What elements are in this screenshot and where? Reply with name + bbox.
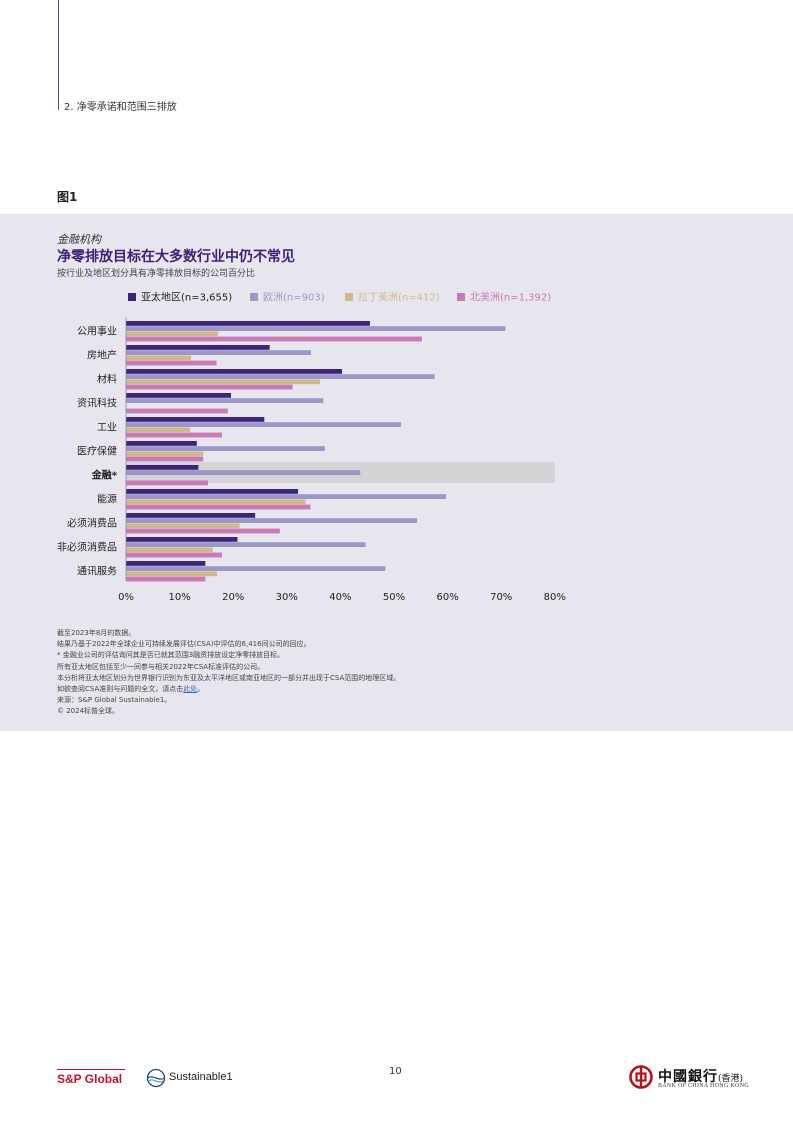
sustainable1-globe-icon xyxy=(146,1068,166,1088)
note-line: * 金融业公司的评估询问其是否已就其范围3融资排放设定净零排放目标。 xyxy=(57,651,285,660)
bar xyxy=(126,542,366,547)
bar xyxy=(126,523,240,529)
bar xyxy=(126,417,265,422)
x-tick-label: 40% xyxy=(329,592,351,603)
sustainable1-logo-text: Sustainable1 xyxy=(169,1071,233,1083)
bar xyxy=(126,384,293,390)
x-tick-label: 50% xyxy=(383,592,405,603)
bar xyxy=(126,451,204,457)
bar xyxy=(126,360,217,366)
legend-label: 拉丁美洲(n=412) xyxy=(358,291,440,304)
category-label: 通讯服务 xyxy=(77,565,117,578)
legend-label: 欧洲(n=903) xyxy=(263,292,325,304)
sp-global-rule xyxy=(57,1069,125,1070)
bar xyxy=(126,379,321,385)
bar xyxy=(126,331,219,337)
bar xyxy=(126,355,191,361)
bar xyxy=(126,499,306,505)
note-link-suffix: 。 xyxy=(197,685,205,694)
x-tick-label: 10% xyxy=(168,592,190,603)
note-line: 所有亚太地区包括至少一间参与相关2022年CSA标准评估的公司。 xyxy=(57,662,265,671)
bar xyxy=(126,422,401,427)
bar xyxy=(126,552,222,558)
bar xyxy=(126,489,299,494)
bar xyxy=(126,321,370,326)
bar xyxy=(126,441,197,446)
bar xyxy=(126,432,222,438)
bar xyxy=(126,518,418,523)
chart-subtitle: 按行业及地区划分具有净零排放目标的公司百分比 xyxy=(57,269,256,279)
category-label: 必须消费品 xyxy=(67,517,117,530)
legend-swatch xyxy=(457,293,465,301)
category-label: 能源 xyxy=(97,493,117,506)
bar xyxy=(126,571,218,577)
bank-name-hk: (香港) xyxy=(718,1074,744,1084)
category-label: 非必须消费品 xyxy=(57,541,117,554)
bar xyxy=(126,398,324,403)
x-tick-label: 30% xyxy=(276,592,298,603)
bar xyxy=(126,446,325,451)
bank-name-chinese: 中國銀行(香港) xyxy=(658,1066,743,1086)
bar xyxy=(126,345,270,350)
bar xyxy=(126,465,199,470)
bar xyxy=(126,470,361,475)
bar xyxy=(126,576,206,582)
bar xyxy=(126,369,343,374)
legend-swatch xyxy=(345,293,353,301)
bar xyxy=(126,504,311,510)
bar xyxy=(126,408,228,414)
legend-swatch xyxy=(250,293,258,301)
bar xyxy=(126,456,204,462)
legend-swatch xyxy=(128,293,136,301)
category-label: 材料 xyxy=(97,373,117,386)
note-line: 结果乃基于2022年全球企业可持续发展评估(CSA)中评估的6,416间公司的回… xyxy=(57,640,311,649)
x-tick-label: 60% xyxy=(436,592,458,603)
bar xyxy=(126,494,446,499)
note-link-prefix: 如欲查阅CSA准则与问题的全文，请点击 xyxy=(57,685,184,694)
bar xyxy=(126,393,232,398)
bar xyxy=(126,336,422,342)
category-label: 房地产 xyxy=(87,349,117,362)
section-title: 2. 净零承诺和范围三排放 xyxy=(64,102,177,113)
note-line: 本分析将亚太地区划分为世界银行识别为东亚及太平洋地区或南亚地区的一部分并出现于C… xyxy=(57,673,401,682)
bar xyxy=(126,350,311,355)
bar xyxy=(126,528,280,534)
bar xyxy=(126,374,435,379)
bar xyxy=(126,427,191,433)
bar xyxy=(126,480,209,486)
copyright-note: © 2024标普全球。 xyxy=(57,707,120,716)
page-number: 10 xyxy=(389,1066,402,1077)
bank-name-cn: 中國銀行 xyxy=(658,1069,718,1085)
header-rule xyxy=(58,0,59,110)
bar xyxy=(126,547,213,553)
legend-label: 北美洲(n=1,392) xyxy=(470,291,551,304)
note-line: 截至2023年8月的数据。 xyxy=(57,629,136,637)
sp-global-logo: S&P Global xyxy=(57,1072,123,1086)
chart-notes: 截至2023年8月的数据。 结果乃基于2022年全球企业可持续发展评估(CSA)… xyxy=(57,628,400,718)
x-tick-label: 70% xyxy=(490,592,512,603)
bar xyxy=(126,326,506,331)
category-label: 资讯科技 xyxy=(77,397,117,410)
bar xyxy=(126,513,256,518)
bank-name-english: BANK OF CHINA HONG KONG xyxy=(658,1083,749,1089)
chart-title: 净零排放目标在大多数行业中仍不常见 xyxy=(57,249,295,265)
category-label: 金融* xyxy=(91,469,118,482)
source-note: 来源：S&P Global Sustainable1。 xyxy=(57,696,172,705)
note-link-line: 如欲查阅CSA准则与问题的全文，请点击此处。 xyxy=(57,684,400,695)
bar xyxy=(126,561,206,566)
category-label: 工业 xyxy=(97,422,117,434)
bar-chart: 亚太地区(n=3,655) 欧洲(n=903) 拉丁美洲(n=412) 北美洲(n=1… xyxy=(57,291,566,604)
bar xyxy=(126,537,238,542)
x-tick-label: 80% xyxy=(544,592,566,603)
category-label: 公用事业 xyxy=(77,325,117,338)
bar xyxy=(126,566,386,571)
bank-of-china-logo-icon xyxy=(629,1065,653,1089)
x-tick-label: 20% xyxy=(222,592,244,603)
category-label: 医疗保健 xyxy=(77,445,117,458)
legend-label: 亚太地区(n=3,655) xyxy=(141,291,232,304)
figure-label: 图1 xyxy=(57,190,78,204)
chart-kicker: 金融机构 xyxy=(57,233,101,246)
x-tick-label: 0% xyxy=(118,592,134,603)
csa-link[interactable]: 此处 xyxy=(183,685,198,694)
